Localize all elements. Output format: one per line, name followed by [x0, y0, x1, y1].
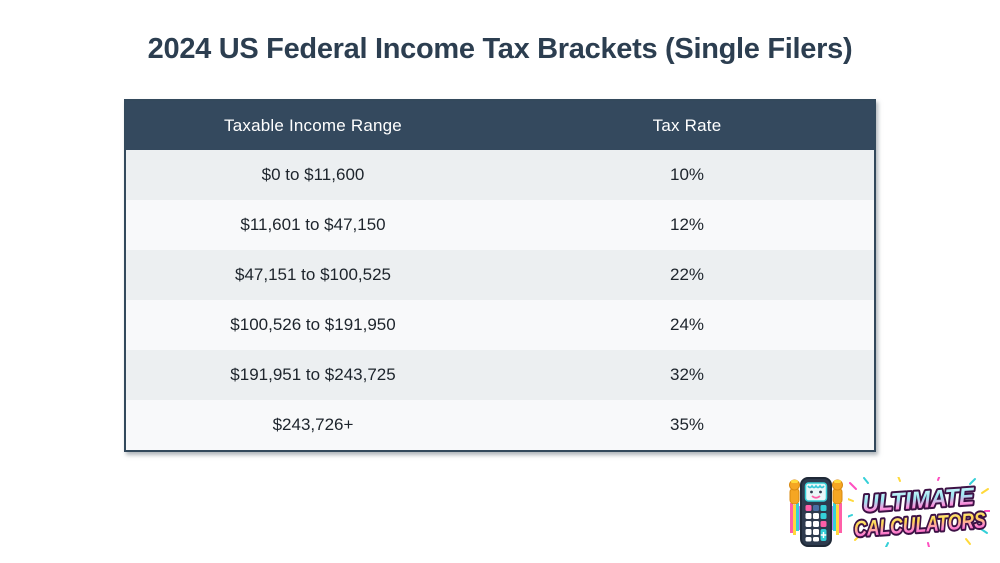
income-range-cell: $0 to $11,600	[261, 165, 365, 184]
tax-rate-cell: 24%	[669, 315, 705, 334]
tax-rate-cell: 12%	[669, 215, 705, 234]
calculator-mascot-icon	[787, 475, 845, 549]
column-header-tax-rate: Tax Rate	[652, 115, 722, 135]
tax-rate-cell: 10%	[669, 165, 705, 184]
logo-wordmark: ULTIMATE CALCULATORS	[848, 477, 990, 547]
table-row: $100,526 to $191,950 24%	[126, 300, 874, 350]
table-row: $191,951 to $243,725 32%	[126, 350, 874, 400]
table-header-row: Taxable Income Range Tax Rate	[126, 101, 874, 150]
tax-brackets-table: Taxable Income Range Tax Rate $0 to $11,…	[124, 99, 876, 452]
table-row: $243,726+ 35%	[126, 400, 874, 450]
table-row: $0 to $11,600 10%	[126, 150, 874, 200]
page-title: 2024 US Federal Income Tax Brackets (Sin…	[147, 33, 853, 65]
brand-logo: ULTIMATE CALCULATORS	[787, 475, 990, 549]
income-range-cell: $191,951 to $243,725	[230, 365, 396, 384]
tax-rate-cell: 32%	[669, 365, 705, 384]
tax-rate-cell: 35%	[669, 415, 705, 434]
income-range-cell: $243,726+	[272, 415, 354, 434]
income-range-cell: $11,601 to $47,150	[240, 215, 386, 234]
income-range-cell: $100,526 to $191,950	[230, 315, 396, 334]
table-row: $11,601 to $47,150 12%	[126, 200, 874, 250]
tax-rate-cell: 22%	[669, 265, 705, 284]
table-row: $47,151 to $100,525 22%	[126, 250, 874, 300]
column-header-income-range: Taxable Income Range	[224, 115, 402, 135]
income-range-cell: $47,151 to $100,525	[235, 265, 391, 284]
